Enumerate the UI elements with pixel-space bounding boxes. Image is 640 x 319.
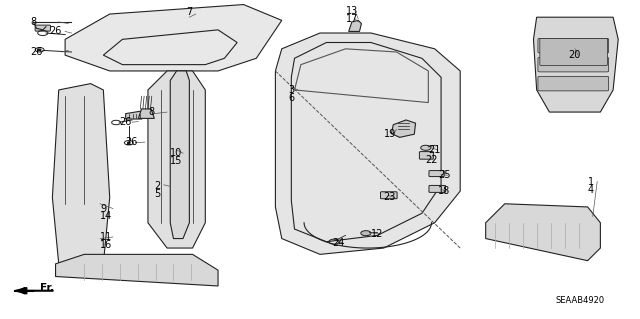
Text: 8: 8 (30, 17, 36, 27)
Text: 5: 5 (154, 189, 161, 199)
Text: 9: 9 (100, 204, 106, 213)
Polygon shape (148, 71, 205, 248)
FancyBboxPatch shape (540, 38, 607, 66)
Text: 10: 10 (170, 148, 182, 158)
Text: 17: 17 (346, 14, 358, 24)
Text: 11: 11 (100, 232, 113, 242)
Text: 26: 26 (49, 26, 61, 36)
Circle shape (127, 142, 130, 143)
Polygon shape (125, 110, 148, 119)
Text: 14: 14 (100, 211, 113, 221)
Polygon shape (392, 120, 415, 137)
Polygon shape (275, 33, 460, 254)
Polygon shape (534, 17, 618, 112)
Text: 25: 25 (438, 170, 451, 180)
Text: Fr.: Fr. (40, 283, 54, 293)
Circle shape (420, 145, 431, 150)
Circle shape (361, 231, 371, 236)
FancyBboxPatch shape (538, 38, 609, 53)
FancyBboxPatch shape (429, 171, 444, 177)
Text: 16: 16 (100, 240, 113, 250)
Text: 23: 23 (384, 192, 396, 203)
FancyBboxPatch shape (35, 25, 51, 31)
Text: 20: 20 (568, 50, 581, 60)
Text: 26: 26 (30, 47, 42, 57)
Text: 1: 1 (588, 177, 594, 187)
Text: 6: 6 (288, 93, 294, 103)
Polygon shape (349, 20, 362, 32)
Polygon shape (138, 109, 154, 118)
Polygon shape (486, 204, 600, 261)
Text: 8: 8 (148, 107, 154, 117)
Text: 15: 15 (170, 156, 182, 166)
Text: 13: 13 (346, 6, 358, 16)
Text: 12: 12 (371, 229, 383, 239)
Text: 7: 7 (186, 7, 193, 18)
Circle shape (38, 49, 41, 50)
Text: 3: 3 (288, 85, 294, 95)
Polygon shape (65, 4, 282, 71)
Text: 24: 24 (333, 238, 345, 248)
Polygon shape (56, 254, 218, 286)
Text: 4: 4 (588, 184, 594, 195)
FancyBboxPatch shape (538, 57, 609, 72)
Text: 26: 26 (119, 116, 132, 127)
Text: 2: 2 (154, 182, 161, 191)
Text: 21: 21 (428, 145, 441, 155)
Text: 26: 26 (125, 137, 138, 147)
FancyBboxPatch shape (538, 76, 609, 91)
FancyBboxPatch shape (419, 152, 433, 159)
Polygon shape (170, 71, 189, 239)
Text: SEAAB4920: SEAAB4920 (556, 296, 605, 305)
Polygon shape (14, 287, 27, 294)
Text: 18: 18 (438, 186, 450, 196)
Text: 22: 22 (425, 154, 438, 165)
FancyBboxPatch shape (381, 192, 397, 199)
Text: 19: 19 (384, 129, 396, 139)
Polygon shape (52, 84, 109, 273)
FancyBboxPatch shape (429, 185, 445, 192)
